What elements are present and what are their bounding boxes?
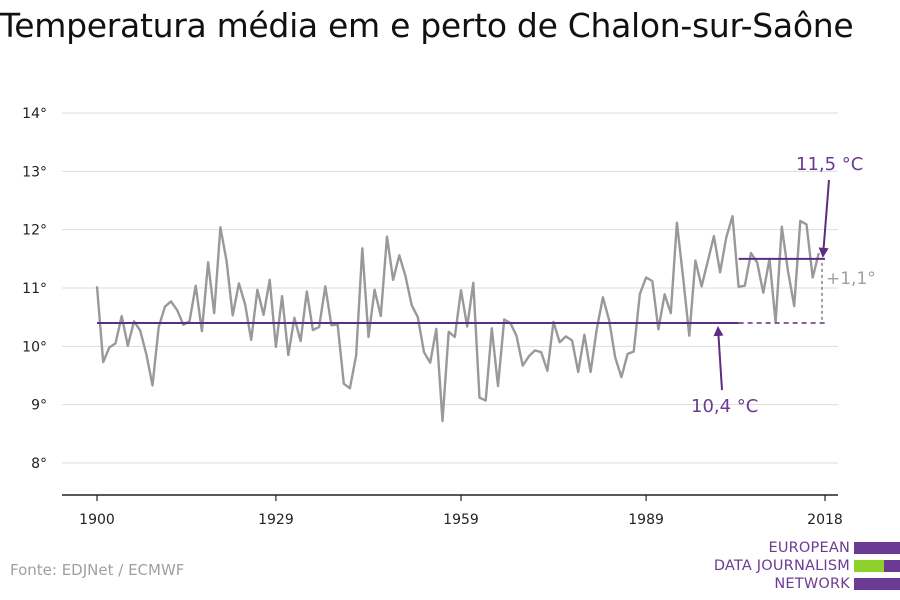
recent-mean-label: 11,5 °C <box>796 154 863 175</box>
temperature-series-line <box>95 215 820 423</box>
baseline-mean-label: 10,4 °C <box>691 396 758 417</box>
y-tick-label: 14° <box>22 106 47 122</box>
logo-bar-middle <box>854 560 884 572</box>
difference-label: +1,1° <box>826 269 876 289</box>
recent-mean-arrow <box>818 179 830 258</box>
logo-line-european: EUROPEAN <box>768 540 850 556</box>
y-tick-label: 13° <box>22 164 47 180</box>
edjnet-logo: EUROPEAN DATA JOURNALISM NETWORK <box>700 538 900 598</box>
x-tick-label: 2018 <box>807 512 843 528</box>
y-tick-label: 12° <box>22 223 47 239</box>
logo-bar-middle-tail <box>884 560 900 572</box>
temperature-line-chart: 8°9°10°11°12°13°14°1900 1929 1959 1989 2018 … <box>22 106 876 528</box>
x-tick-label: 1959 <box>443 512 479 528</box>
baseline-mean-arrow <box>713 326 724 391</box>
y-tick-label: 11° <box>22 281 47 297</box>
logo-line-data-journalism: DATA JOURNALISM <box>713 558 850 574</box>
source-note: Fonte: EDJNet / ECMWF <box>10 561 185 579</box>
x-tick-label: 1989 <box>628 512 664 528</box>
logo-line-network: NETWORK <box>774 576 850 592</box>
logo-bar-bottom <box>854 578 900 590</box>
logo-bar-top <box>854 542 900 554</box>
x-tick-label: 1900 <box>79 512 115 528</box>
x-tick-label: 1929 <box>258 512 294 528</box>
page-title: Temperatura média em e perto de Chalon-s… <box>0 6 854 45</box>
y-tick-label: 10° <box>22 339 47 355</box>
y-tick-label: 8° <box>31 456 47 472</box>
y-tick-label: 9° <box>31 398 47 414</box>
